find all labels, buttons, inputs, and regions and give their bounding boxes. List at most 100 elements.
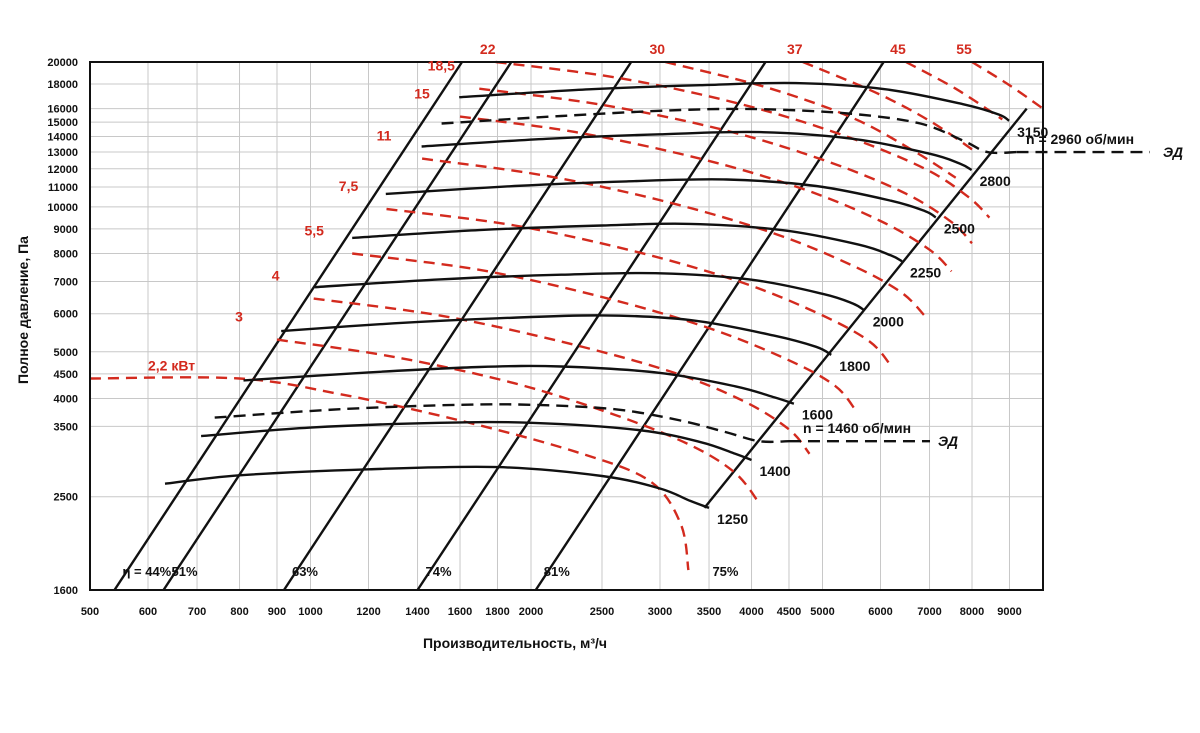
x-tick-label: 8000 [960,606,984,618]
power-label: 45 [890,41,906,57]
efficiency-label: 51% [172,564,198,579]
power-line [89,376,690,571]
y-tick-label: 1600 [54,585,78,597]
efficiency-line [282,61,633,591]
speed-label: 2250 [910,264,941,280]
power-label: 2,2 кВт [148,358,195,374]
y-tick-label: 15000 [47,117,78,129]
power-label: 3 [235,309,243,325]
x-tick-label: 7000 [917,606,941,618]
motor-curve [441,107,1017,155]
speed-curve [201,420,752,462]
y-axis-title: Полное давление, Па [15,236,31,384]
y-tick-label: 18000 [47,79,78,91]
efficiency-line [113,61,464,591]
power-line [665,60,957,179]
motor-curves-group [214,107,1150,444]
speed-label: 1400 [760,463,791,479]
efficiency-label: 81% [544,564,570,579]
power-label: 7,5 [339,178,359,194]
power-line [352,252,857,412]
x-tick-label: 4500 [777,606,801,618]
y-tick-label: 4500 [54,369,78,381]
power-line [313,297,811,455]
speed-curves-group [164,81,1010,510]
x-tick-label: 9000 [997,606,1021,618]
labels-group: η = 44% 51% 63% 74% 81% 75% 2,2 кВт 3 4 5,5 7,5 11 1… [122,41,1183,579]
x-tick-label: 800 [230,606,248,618]
y-tick-label: 9000 [54,224,78,236]
power-line [495,60,991,219]
y-tick-label: 8000 [54,249,78,261]
x-tick-label: 1400 [405,606,429,618]
x-tick-labels: 500 600 700 800 900 1000 1200 1400 1600 1800 2000 2… [81,606,1022,618]
y-tick-labels: 1600 2500 3500 4000 4500 5000 6000 7000 8000 9000… [47,57,78,597]
x-tick-label: 2500 [590,606,614,618]
speed-curve [421,130,973,172]
y-tick-label: 6000 [54,309,78,321]
y-tick-label: 2500 [54,492,78,504]
power-line [386,207,892,367]
power-label: 22 [480,41,496,57]
speed-label: 2000 [873,314,904,330]
speed-label: 1250 [717,511,748,527]
motor-speed-label: n = 2960 об/мин [1026,131,1134,147]
x-tick-label: 1200 [356,606,380,618]
power-label: 18,5 [428,58,455,74]
y-tick-label: 3500 [54,421,78,433]
power-label: 37 [787,41,803,57]
power-label: 30 [649,41,665,57]
speed-label: 1800 [839,358,870,374]
efficiency-label: 74% [426,564,452,579]
speed-label: 2500 [944,220,975,236]
speed-label: 2800 [980,173,1011,189]
efficiency-label: 75% [712,564,738,579]
power-label: 55 [956,41,972,57]
speed-curve [385,178,937,219]
x-tick-label: 5000 [810,606,834,618]
x-tick-label: 700 [188,606,206,618]
x-tick-label: 1800 [485,606,509,618]
y-tick-label: 11000 [48,182,78,194]
power-label: 5,5 [304,223,324,239]
y-tick-label: 14000 [47,132,78,144]
speed-label: 3150 [1017,124,1048,140]
power-label: 15 [414,86,430,102]
efficiency-lines-group [113,61,1028,591]
x-tick-label: 1000 [298,606,322,618]
power-label: 11 [377,128,392,144]
speed-curve [352,222,903,263]
y-tick-label: 7000 [54,276,78,288]
power-line [971,60,1044,110]
speed-curve [459,81,1010,122]
speed-curve [164,465,710,510]
x-tick-label: 3500 [697,606,721,618]
speed-curve [314,271,866,312]
x-tick-label: 600 [139,606,157,618]
x-tick-label: 3000 [648,606,672,618]
efficiency-label: 63% [292,564,318,579]
motor-label: ЭД [938,433,958,449]
motor-label: ЭД [1163,144,1183,160]
y-tick-label: 4000 [54,393,78,405]
power-line [276,338,761,505]
power-line [459,115,953,273]
speed-curve [243,364,795,405]
plot-frame [89,61,1044,591]
x-tick-label: 500 [81,606,99,618]
x-tick-label: 1600 [448,606,472,618]
y-tick-label: 16000 [47,104,78,116]
efficiency-label: η = 44% [122,564,171,579]
x-tick-label: 900 [268,606,286,618]
y-tick-label: 20000 [47,57,78,69]
x-axis-title: Производительность, м³/ч [423,635,607,651]
efficiency-line [534,61,885,591]
y-tick-label: 10000 [47,202,78,214]
power-line [421,157,926,317]
power-label: 4 [272,268,280,284]
y-tick-label: 5000 [54,347,78,359]
y-tick-label: 13000 [47,147,78,159]
x-tick-label: 2000 [519,606,543,618]
speed-label: 1600 [802,407,833,423]
